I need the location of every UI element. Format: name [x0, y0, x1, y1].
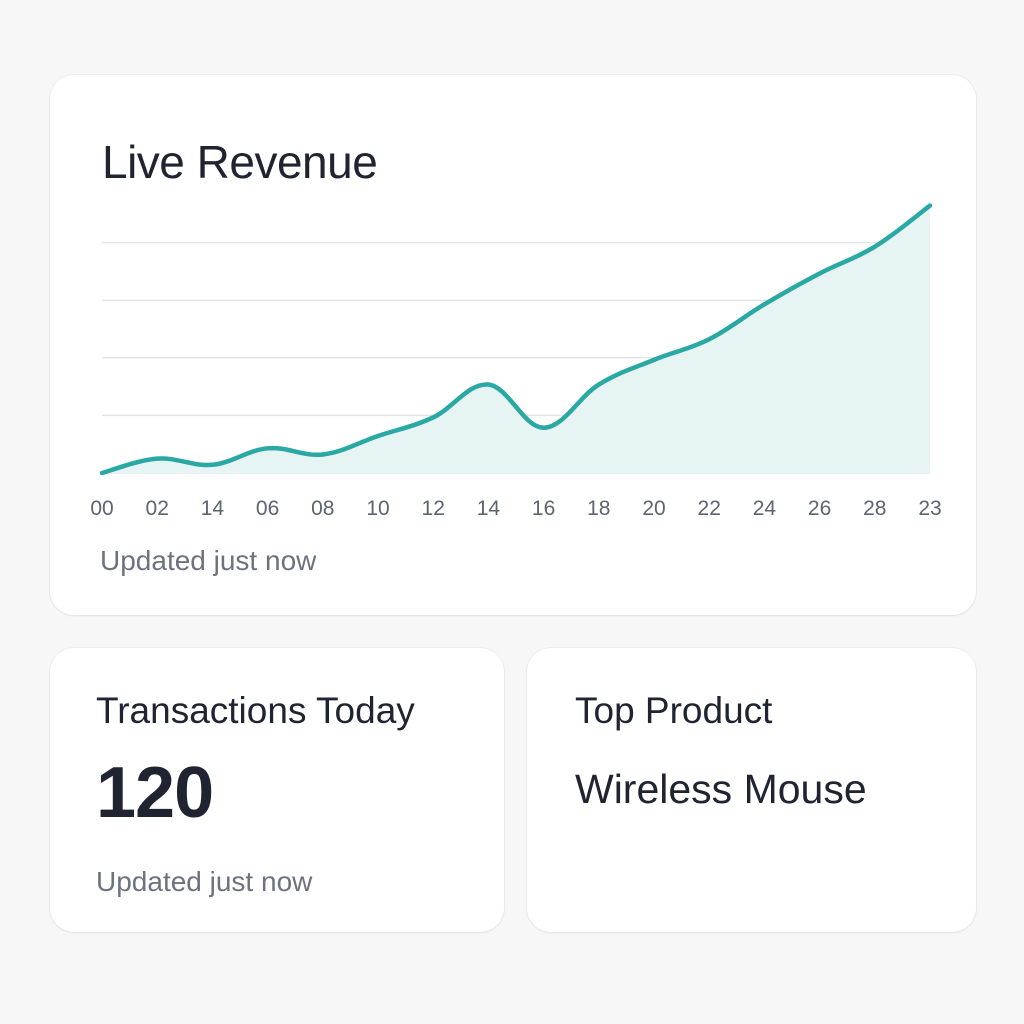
revenue-card: Live Revenue 00 02 14 06 08 10 12 14 16 18 20 22 24 2…	[50, 75, 976, 615]
x-tick-label: 20	[642, 497, 665, 520]
x-tick-label: 12	[422, 497, 445, 520]
x-tick-label: 24	[753, 497, 777, 520]
x-tick-label: 26	[808, 497, 831, 520]
top-product-card: Top Product Wireless Mouse	[527, 648, 976, 932]
revenue-updated-text: Updated just now	[100, 545, 317, 576]
x-tick-label: 18	[587, 497, 610, 520]
top-product-value: Wireless Mouse	[575, 766, 867, 812]
transactions-title: Transactions Today	[96, 690, 415, 731]
x-tick-label: 28	[863, 497, 886, 520]
x-tick-label: 08	[311, 497, 334, 520]
x-tick-label: 16	[532, 497, 555, 520]
transactions-card: Transactions Today 120 Updated just now	[50, 648, 504, 932]
x-tick-label: 00	[90, 497, 113, 520]
x-tick-label: 06	[256, 497, 279, 520]
x-tick-label: 14	[201, 497, 225, 520]
revenue-area-fill	[102, 205, 930, 474]
x-tick-label: 14	[477, 497, 501, 520]
x-tick-label: 10	[366, 497, 389, 520]
revenue-line	[99, 203, 933, 476]
revenue-title: Live Revenue	[102, 136, 378, 188]
transactions-updated-text: Updated just now	[96, 866, 313, 897]
x-tick-label: 02	[146, 497, 169, 520]
revenue-chart: 00 02 14 06 08 10 12 14 16 18 20 22 24 26 28 23	[90, 203, 942, 520]
transactions-value: 120	[96, 753, 214, 833]
x-tick-label: 23	[918, 497, 941, 520]
top-product-title: Top Product	[575, 690, 773, 731]
x-tick-label: 22	[698, 497, 721, 520]
